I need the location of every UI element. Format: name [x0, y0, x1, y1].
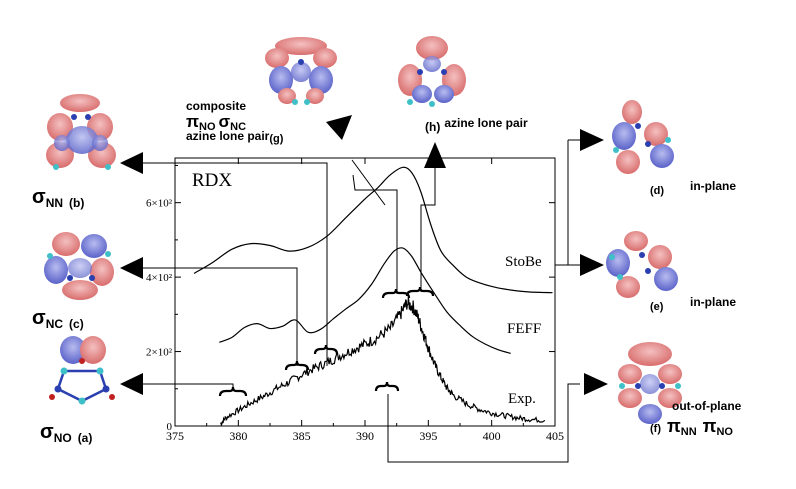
x-tick-label: 400 [483, 429, 501, 443]
y-tick-label: 4×10² [146, 272, 173, 284]
label-a-sigma: σ [40, 421, 54, 443]
y-tick-label: 6×10² [146, 198, 173, 210]
series-line-stobe [193, 166, 553, 294]
callout-line-c [140, 267, 298, 366]
x-tick-label: 405 [546, 429, 564, 443]
orbital-e [606, 231, 678, 298]
label-g-line1: composite [186, 99, 246, 113]
orbital-h [398, 36, 466, 107]
label-g-tag: (g) [269, 133, 283, 145]
label-g-sigma: σ [219, 112, 231, 131]
label-h-tag: (h) [425, 120, 440, 134]
arrow-to-h [424, 142, 446, 168]
label-h: (h) azine lone pair [425, 116, 528, 134]
x-tick-label: 390 [356, 429, 374, 443]
label-e-tag: (e) [650, 301, 664, 313]
label-f-pi1: π [667, 416, 681, 436]
callout-line-b [140, 162, 328, 366]
callout-lines [140, 139, 580, 463]
brace-f [374, 381, 400, 392]
curve-label-feff: FEFF [507, 321, 541, 337]
orbital-f [618, 342, 682, 424]
tick-labels: 375 380 385 390 395 400 405 0 2×10² 4×10² 6×10² [146, 198, 564, 443]
x-tick-label: 375 [166, 429, 184, 443]
label-a-sub: NO [54, 431, 72, 445]
y-tick-label: 2×10² [146, 347, 173, 359]
orbital-d [612, 100, 674, 174]
orbital-b [46, 94, 116, 170]
label-d-text: in-plane [690, 179, 736, 193]
label-f-pi1-sub: NN [681, 426, 697, 438]
label-c-sigma: σ [32, 307, 46, 329]
callout-line-a [140, 383, 234, 390]
label-g-line2: πNO σNC [186, 112, 246, 133]
label-c-tag: (c) [69, 317, 84, 331]
label-f-pi2-sub: NO [716, 426, 733, 438]
label-c: σNC (c) [32, 307, 84, 331]
curve-label-exp: Exp. [508, 391, 536, 407]
arrow-to-g [326, 115, 352, 140]
label-g-text: azine lone pair [186, 129, 270, 143]
x-tick-label: 385 [293, 429, 311, 443]
orbital-g [265, 37, 337, 105]
callout-line-g-diag [351, 159, 386, 206]
label-a: σNO (a) [40, 421, 92, 445]
braces [218, 286, 435, 397]
brace-a [218, 386, 248, 397]
label-h-text: azine lone pair [444, 116, 528, 130]
arrow-to-c [120, 257, 143, 279]
label-f-pi2: π [703, 416, 717, 436]
chart-title: RDX [192, 170, 232, 191]
series-line-exp [220, 297, 546, 427]
label-g-pi: π [186, 112, 199, 131]
callout-line-f [387, 383, 580, 463]
orbital-a [49, 336, 115, 405]
arrow-to-a [120, 373, 143, 395]
curve-label-stobe: StoBe [505, 254, 542, 270]
callout-line-right [555, 140, 569, 266]
x-tick-label: 395 [419, 429, 437, 443]
label-f-line2: (f) πNN πNO [650, 416, 733, 438]
orbital-c [44, 232, 114, 300]
label-f-tag: (f) [650, 423, 661, 435]
arrow-to-d [580, 129, 604, 151]
label-g-pi-sub: NO [199, 121, 216, 133]
series-line-feff [219, 247, 511, 354]
brace-c [284, 360, 310, 371]
label-a-tag: (a) [78, 431, 93, 445]
y-tick-label: 0 [167, 421, 173, 433]
label-b-sigma: σ [32, 186, 46, 208]
label-d-tag: (d) [650, 185, 664, 197]
arrow-to-b [120, 152, 143, 174]
label-g-line3: azine lone pair(g) [186, 129, 284, 145]
arrow-to-e [580, 254, 604, 276]
label-b-tag: (b) [69, 196, 84, 210]
series-layer [193, 166, 553, 427]
brace-g [381, 288, 411, 299]
brace-h [405, 286, 435, 297]
label-b-sub: NN [46, 196, 63, 210]
label-f-text: out-of-plane [672, 399, 742, 413]
arrow-heads [120, 115, 608, 395]
brace-b [313, 344, 339, 355]
label-c-sub: NC [46, 317, 64, 331]
label-g-sigma-sub: NC [230, 121, 246, 133]
label-e-text: in-plane [690, 295, 736, 309]
x-tick-label: 380 [229, 429, 247, 443]
label-b: σNN (b) [32, 186, 84, 210]
arrow-to-f [584, 373, 608, 395]
callout-line-g [352, 174, 398, 294]
callout-line-h [420, 168, 436, 292]
